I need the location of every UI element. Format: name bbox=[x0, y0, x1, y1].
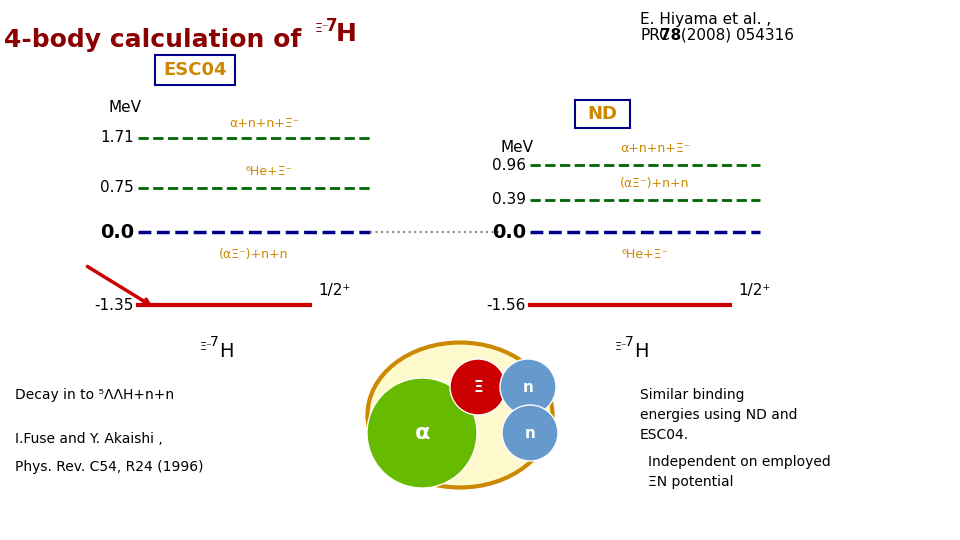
Text: 1.71: 1.71 bbox=[100, 131, 134, 145]
Text: ⁶He+Ξ⁻: ⁶He+Ξ⁻ bbox=[246, 165, 293, 178]
Text: 7: 7 bbox=[210, 335, 219, 349]
Text: ESC04.: ESC04. bbox=[640, 428, 689, 442]
Text: 4-body calculation of: 4-body calculation of bbox=[4, 28, 310, 52]
Text: α: α bbox=[415, 423, 430, 443]
Text: Phys. Rev. C54, R24 (1996): Phys. Rev. C54, R24 (1996) bbox=[15, 460, 204, 474]
Text: 78: 78 bbox=[660, 28, 682, 43]
Text: 0.75: 0.75 bbox=[100, 180, 134, 195]
Bar bbox=[155, 55, 235, 85]
Text: ESC04: ESC04 bbox=[163, 61, 227, 79]
Text: H: H bbox=[219, 342, 233, 361]
Text: n: n bbox=[522, 380, 534, 395]
Text: Ξ⁻: Ξ⁻ bbox=[615, 342, 628, 352]
Text: -1.35: -1.35 bbox=[95, 298, 134, 313]
Circle shape bbox=[367, 378, 477, 488]
Circle shape bbox=[500, 359, 556, 415]
Text: H: H bbox=[634, 342, 649, 361]
Text: 0.96: 0.96 bbox=[492, 158, 526, 172]
Text: I.Fuse and Y. Akaishi ,: I.Fuse and Y. Akaishi , bbox=[15, 432, 163, 446]
Text: 0.0: 0.0 bbox=[100, 222, 134, 241]
Text: Similar binding: Similar binding bbox=[640, 388, 745, 402]
Text: E. Hiyama et al. ,: E. Hiyama et al. , bbox=[640, 12, 771, 27]
Circle shape bbox=[502, 405, 558, 461]
Text: H: H bbox=[336, 22, 357, 46]
Text: α+n+n+Ξ⁻: α+n+n+Ξ⁻ bbox=[620, 142, 690, 155]
Circle shape bbox=[450, 359, 506, 415]
Text: (αΞ⁻)+n+n: (αΞ⁻)+n+n bbox=[620, 177, 689, 190]
Text: PRC: PRC bbox=[640, 28, 670, 43]
Text: ΞN potential: ΞN potential bbox=[648, 475, 733, 489]
Text: (2008) 054316: (2008) 054316 bbox=[676, 28, 794, 43]
Text: (αΞ⁻)+n+n: (αΞ⁻)+n+n bbox=[219, 248, 289, 261]
Bar bbox=[575, 100, 630, 128]
Text: Decay in to ⁵ΛΛH+n+n: Decay in to ⁵ΛΛH+n+n bbox=[15, 388, 174, 402]
Text: MeV: MeV bbox=[108, 100, 141, 115]
Text: energies using ND and: energies using ND and bbox=[640, 408, 798, 422]
Text: MeV: MeV bbox=[500, 140, 533, 155]
Text: ND: ND bbox=[587, 105, 617, 123]
Text: n: n bbox=[524, 426, 536, 441]
Text: 0.39: 0.39 bbox=[492, 192, 526, 207]
Text: 7: 7 bbox=[625, 335, 634, 349]
Text: ⁶He+Ξ⁻: ⁶He+Ξ⁻ bbox=[621, 248, 668, 261]
Text: Ξ⁻: Ξ⁻ bbox=[200, 342, 213, 352]
Text: Ξ: Ξ bbox=[473, 380, 483, 395]
Text: 1/2⁺: 1/2⁺ bbox=[318, 283, 350, 298]
Text: 1/2⁺: 1/2⁺ bbox=[738, 283, 770, 298]
Text: Independent on employed: Independent on employed bbox=[648, 455, 830, 469]
Text: α+n+n+Ξ⁻: α+n+n+Ξ⁻ bbox=[228, 117, 300, 130]
Text: Ξ⁻: Ξ⁻ bbox=[315, 22, 329, 35]
Text: -1.56: -1.56 bbox=[487, 298, 526, 313]
Ellipse shape bbox=[368, 342, 553, 488]
Text: 0.0: 0.0 bbox=[492, 222, 526, 241]
Text: 7: 7 bbox=[326, 17, 338, 35]
